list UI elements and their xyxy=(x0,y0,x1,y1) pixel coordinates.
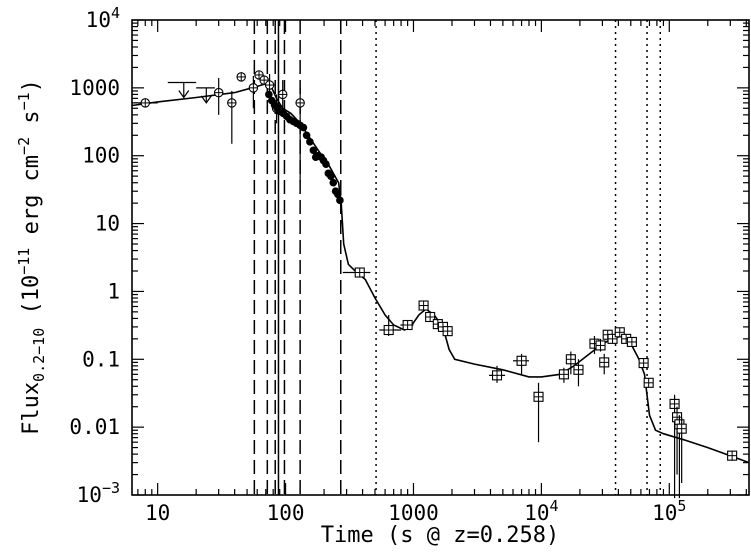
data-point xyxy=(638,358,649,369)
y-tick-label: 10 xyxy=(95,212,120,236)
data-point xyxy=(309,146,318,155)
data-point xyxy=(676,417,687,484)
y-tick-label: 0.01 xyxy=(69,415,120,439)
data-point xyxy=(595,338,606,352)
y-tick-label: 0.1 xyxy=(82,347,120,371)
vertical-marker-lines xyxy=(253,20,662,495)
data-point xyxy=(400,319,414,331)
tick-labels: 10 100 1000 104 105 10−3 0.01 0.1 1 10 100 1000 104 xyxy=(69,4,686,525)
y-axis-label: Flux0.2−10 (10−11 erg cm−2 s−1) xyxy=(15,79,48,435)
data-point xyxy=(614,327,625,338)
point-marker xyxy=(265,90,273,99)
data-point xyxy=(565,351,576,375)
data-point xyxy=(236,72,246,82)
data-point xyxy=(573,359,584,387)
data-point xyxy=(329,178,338,187)
data-point xyxy=(607,333,618,344)
data-point xyxy=(248,75,259,109)
data-point xyxy=(669,394,680,499)
data-point xyxy=(558,367,569,383)
axis-ticks xyxy=(132,19,749,496)
data-point xyxy=(599,353,610,375)
y-tick-label: 1000 xyxy=(69,76,120,100)
data-point xyxy=(196,87,215,104)
point-marker xyxy=(333,190,342,199)
data-point xyxy=(489,365,506,383)
point-marker xyxy=(329,178,338,187)
data-point xyxy=(299,123,308,132)
data-point xyxy=(379,314,402,337)
x-tick-label: 105 xyxy=(652,497,686,525)
y-tick-label: 1 xyxy=(107,279,120,303)
data-point xyxy=(306,138,314,146)
data-point xyxy=(643,377,654,388)
data-point xyxy=(533,382,544,443)
limit-arrowhead xyxy=(178,90,190,99)
point-marker xyxy=(309,146,318,155)
data-point xyxy=(336,196,344,205)
data-point xyxy=(302,131,311,140)
plot-frame xyxy=(131,19,750,496)
x-tick-label: 104 xyxy=(524,497,558,525)
x-tick-label: 100 xyxy=(267,501,305,525)
data-point xyxy=(333,190,342,199)
data-point xyxy=(322,160,330,168)
data-point xyxy=(265,90,273,99)
point-marker xyxy=(322,160,330,168)
y-tick-label: 100 xyxy=(82,144,120,168)
x-axis-label: Time (s @ z=0.258) xyxy=(321,523,559,548)
data-point xyxy=(167,81,197,99)
limit-arrowhead xyxy=(200,95,212,104)
data-point xyxy=(227,90,237,144)
x-tick-label: 10 xyxy=(145,501,170,525)
point-marker xyxy=(299,123,308,132)
y-tick-label: 10−3 xyxy=(77,479,120,507)
data-point xyxy=(213,77,224,115)
point-marker xyxy=(302,131,311,140)
data-point xyxy=(327,172,335,180)
data-points-layer xyxy=(133,70,738,499)
x-tick-label: 1000 xyxy=(388,501,439,525)
y-tick-label: 104 xyxy=(86,4,120,32)
point-marker xyxy=(306,138,314,146)
data-point xyxy=(626,336,637,348)
data-point xyxy=(727,450,738,461)
data-point xyxy=(418,300,429,311)
data-point xyxy=(513,353,529,375)
data-point xyxy=(425,311,436,323)
data-point xyxy=(295,87,305,183)
point-marker xyxy=(336,196,344,205)
point-marker xyxy=(327,172,335,180)
data-point xyxy=(342,267,371,278)
data-point xyxy=(442,326,453,337)
